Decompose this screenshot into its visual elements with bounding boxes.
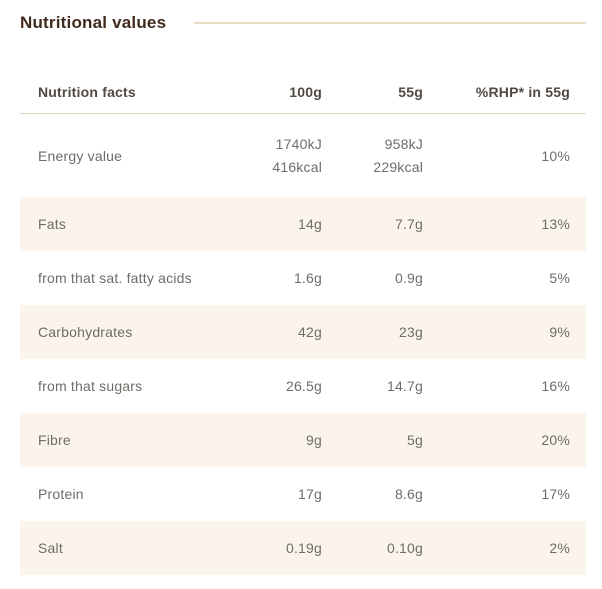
row-label: Energy value xyxy=(38,147,123,164)
value-100g-kj: 1740kJ xyxy=(275,135,322,152)
value-55g: 8.6g xyxy=(394,486,423,502)
value-100g: 26.5g xyxy=(285,378,322,394)
value-100g: 1740kJ 416kcal xyxy=(202,133,322,179)
value-rhp: 17% xyxy=(541,486,570,502)
nutrition-page: Nutritional values Nutrition facts 100g … xyxy=(20,12,586,575)
row-label: Salt xyxy=(38,540,63,556)
table-row-sugars: from that sugars 26.5g 14.7g 16% xyxy=(20,359,586,413)
table-row-fibre: Fibre 9g 5g 20% xyxy=(20,413,586,467)
value-55g: 7.7g xyxy=(394,216,423,232)
row-label: Fibre xyxy=(38,432,71,448)
header-rhp-in-55g: %RHP* in 55g xyxy=(475,83,570,100)
row-label: from that sat. fatty acids xyxy=(38,270,192,286)
value-55g: 0.10g xyxy=(386,540,423,556)
nutrition-table: Nutrition facts 100g 55g %RHP* in 55g En… xyxy=(20,70,586,575)
value-55g: 23g xyxy=(399,324,423,340)
row-label: Carbohydrates xyxy=(38,324,133,340)
value-rhp: 2% xyxy=(549,540,570,556)
value-rhp: 20% xyxy=(541,432,570,448)
table-row-carbohydrates: Carbohydrates 42g 23g 9% xyxy=(20,305,586,359)
value-100g: 1.6g xyxy=(293,270,322,286)
table-row-fats: Fats 14g 7.7g 13% xyxy=(20,197,586,251)
header-55g: 55g xyxy=(398,83,423,100)
table-header-row: Nutrition facts 100g 55g %RHP* in 55g xyxy=(20,70,586,114)
title-divider-line xyxy=(194,22,586,24)
section-header: Nutritional values xyxy=(20,12,586,34)
page-title: Nutritional values xyxy=(20,13,167,32)
row-label: Fats xyxy=(38,216,67,232)
row-label: Protein xyxy=(38,486,84,502)
value-55g: 958kJ 229kcal xyxy=(322,133,423,179)
value-55g: 14.7g xyxy=(386,378,423,394)
value-rhp: 9% xyxy=(549,324,570,340)
table-row-salt: Salt 0.19g 0.10g 2% xyxy=(20,521,586,575)
value-55g-kcal: 229kcal xyxy=(373,158,423,175)
value-100g: 14g xyxy=(298,216,322,232)
value-55g: 0.9g xyxy=(394,270,423,286)
value-100g: 0.19g xyxy=(285,540,322,556)
table-row-energy: Energy value 1740kJ 416kcal 958kJ 229kca… xyxy=(20,114,586,197)
value-100g-kcal: 416kcal xyxy=(272,158,322,175)
header-100g: 100g xyxy=(289,83,322,100)
row-label: from that sugars xyxy=(38,378,143,394)
value-rhp: 10% xyxy=(541,147,570,164)
header-nutrition-facts: Nutrition facts xyxy=(38,83,136,100)
value-100g: 42g xyxy=(298,324,322,340)
value-rhp: 16% xyxy=(541,378,570,394)
value-55g-kj: 958kJ xyxy=(384,135,423,152)
table-row-sat-fatty-acids: from that sat. fatty acids 1.6g 0.9g 5% xyxy=(20,251,586,305)
value-100g: 9g xyxy=(306,432,322,448)
value-55g: 5g xyxy=(407,432,423,448)
table-row-protein: Protein 17g 8.6g 17% xyxy=(20,467,586,521)
value-100g: 17g xyxy=(298,486,322,502)
value-rhp: 13% xyxy=(541,216,570,232)
value-rhp: 5% xyxy=(549,270,570,286)
